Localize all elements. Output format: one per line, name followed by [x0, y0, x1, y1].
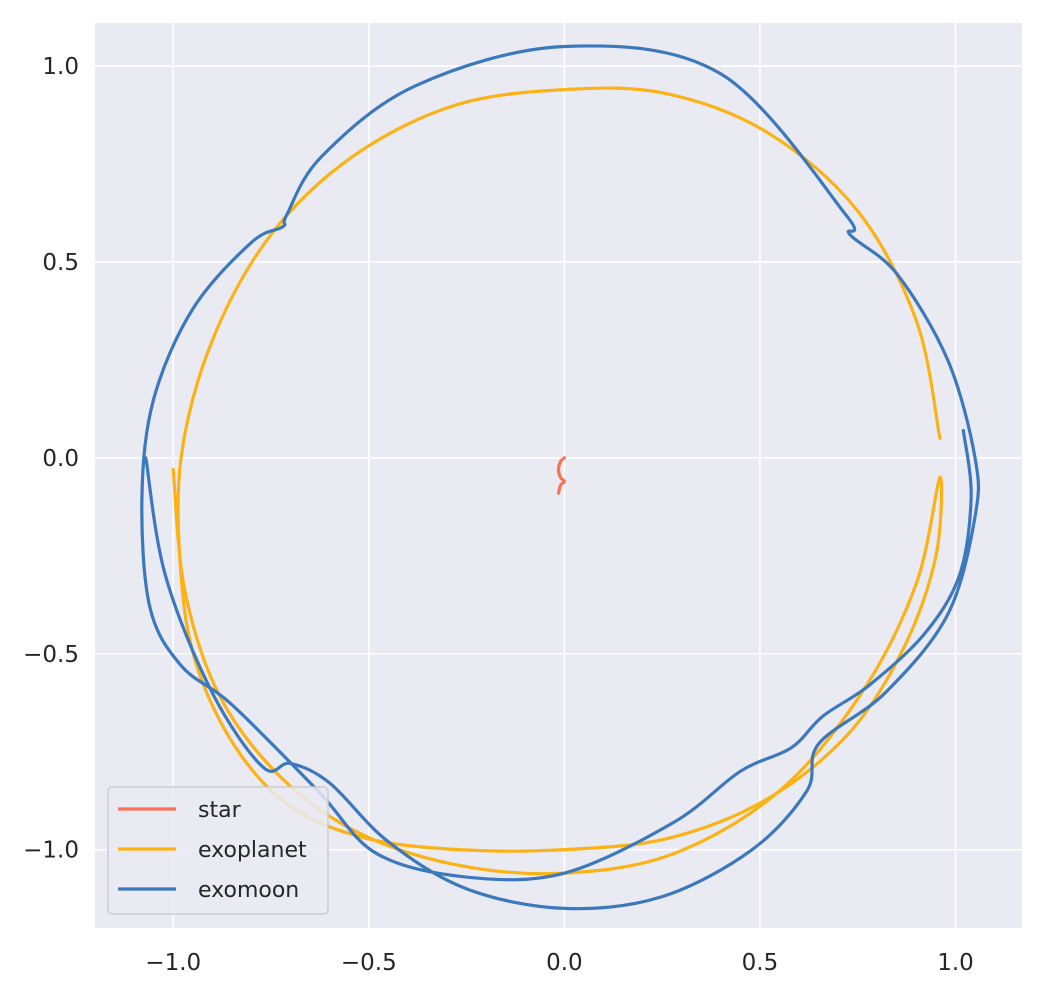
series-line-star: [556, 456, 566, 495]
y-tick-label: 1.0: [42, 54, 79, 80]
series-line-exomoon: [140, 44, 981, 911]
y-tick-label: 0.0: [42, 446, 79, 472]
x-tick-label: 0.5: [742, 950, 779, 976]
y-tick-labels: −1.0 −0.5 0.0 0.5 1.0: [23, 54, 79, 864]
legend-box: [107, 786, 329, 915]
legend-label-star: star: [198, 798, 242, 823]
x-tick-label: 1.0: [937, 950, 974, 976]
series-line-exoplanet: [171, 86, 944, 876]
x-tick-label: −1.0: [145, 950, 201, 976]
y-tick-label: −1.0: [23, 838, 79, 864]
x-tick-labels: −1.0 −0.5 0.0 0.5 1.0: [145, 950, 973, 976]
legend-label-exomoon: exomoon: [198, 878, 299, 903]
y-tick-label: −0.5: [23, 642, 79, 668]
y-tick-label: 0.5: [42, 250, 79, 276]
x-tick-label: −0.5: [341, 950, 397, 976]
legend: star exoplanet exomoon: [107, 786, 329, 915]
series-layer: [140, 44, 981, 911]
legend-label-exoplanet: exoplanet: [198, 838, 307, 863]
x-tick-label: 0.0: [546, 950, 583, 976]
